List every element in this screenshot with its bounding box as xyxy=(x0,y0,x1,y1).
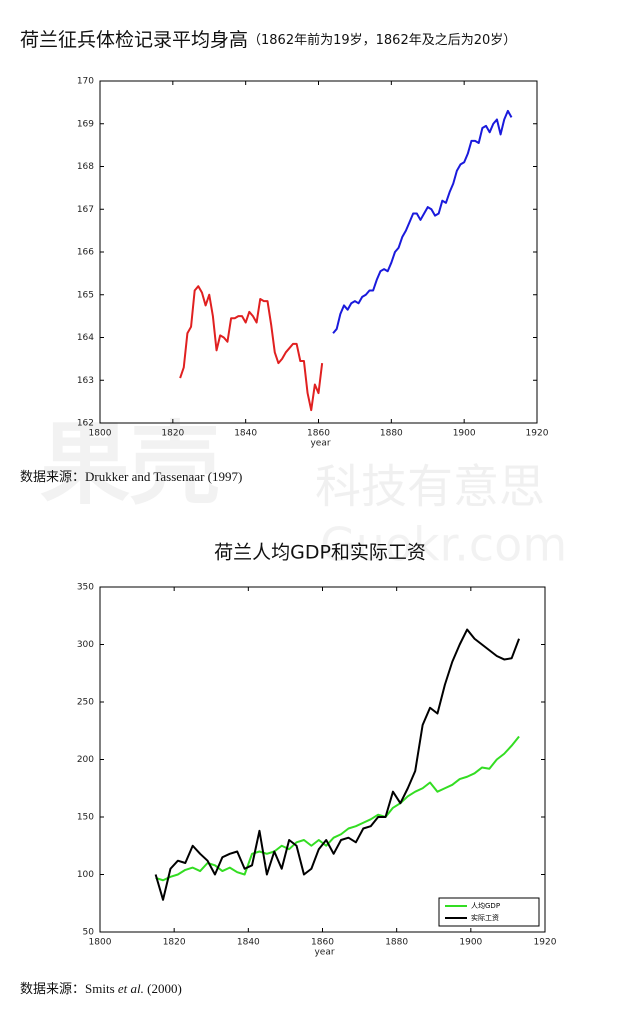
y-tick-label: 150 xyxy=(77,813,94,823)
source-part: 数据来源：Drukker and Tassenaar (1997) xyxy=(20,469,242,484)
x-tick-label: 1920 xyxy=(534,938,557,948)
legend-label: 人均GDP xyxy=(471,901,500,910)
x-tick-label: 1800 xyxy=(89,429,112,439)
y-tick-label: 167 xyxy=(77,205,94,215)
y-tick-label: 163 xyxy=(77,376,94,386)
x-axis-label: year xyxy=(314,948,334,958)
x-tick-label: 1860 xyxy=(307,429,330,439)
source-part: (2000) xyxy=(144,981,182,996)
y-tick-label: 162 xyxy=(77,419,94,429)
y-tick-label: 170 xyxy=(77,77,94,87)
y-tick-label: 164 xyxy=(77,333,94,343)
data-line xyxy=(179,285,324,412)
title-main: 荷兰征兵体检记录平均身高 xyxy=(20,29,248,51)
x-tick-label: 1840 xyxy=(234,429,257,439)
x-tick-label: 1820 xyxy=(163,938,186,948)
data-line xyxy=(154,628,520,901)
x-tick-label: 1880 xyxy=(385,938,408,948)
chart-title: 荷兰征兵体检记录平均身高（1862年前为19岁，1862年及之后为20岁） xyxy=(20,29,516,51)
x-tick-label: 1900 xyxy=(453,429,476,439)
watermark: 果壳 xyxy=(40,412,220,517)
y-tick-label: 168 xyxy=(77,162,94,172)
watermark: 科技有意思 xyxy=(315,460,545,514)
legend-box xyxy=(438,897,540,927)
data-line xyxy=(155,735,520,882)
y-tick-label: 100 xyxy=(77,870,94,880)
x-axis-label: year xyxy=(310,439,330,449)
legend-label: 实际工资 xyxy=(471,913,499,922)
chart-title: 荷兰人均GDP和实际工资 xyxy=(214,542,426,564)
y-tick-label: 250 xyxy=(77,698,94,708)
y-tick-label: 50 xyxy=(83,928,95,938)
data-line xyxy=(332,109,513,334)
source-part: 数据来源：Smits xyxy=(20,981,118,996)
source-note: 数据来源：Drukker and Tassenaar (1997) xyxy=(20,469,242,484)
y-tick-label: 350 xyxy=(77,583,94,593)
source-part: et al. xyxy=(118,981,144,996)
x-tick-label: 1800 xyxy=(89,938,112,948)
y-tick-label: 165 xyxy=(77,290,94,300)
y-tick-label: 166 xyxy=(77,248,94,258)
x-tick-label: 1900 xyxy=(459,938,482,948)
watermark: Guokr.com xyxy=(320,518,567,572)
source-note: 数据来源：Smits et al. (2000) xyxy=(20,981,182,996)
x-tick-label: 1880 xyxy=(380,429,403,439)
x-tick-label: 1920 xyxy=(526,429,549,439)
x-tick-label: 1820 xyxy=(161,429,184,439)
subtitle: （1862年前为19岁，1862年及之后为20岁） xyxy=(248,32,516,48)
y-tick-label: 169 xyxy=(77,119,94,129)
x-tick-label: 1840 xyxy=(237,938,260,948)
x-tick-label: 1860 xyxy=(311,938,334,948)
y-tick-label: 200 xyxy=(77,755,94,765)
y-tick-label: 300 xyxy=(77,640,94,650)
